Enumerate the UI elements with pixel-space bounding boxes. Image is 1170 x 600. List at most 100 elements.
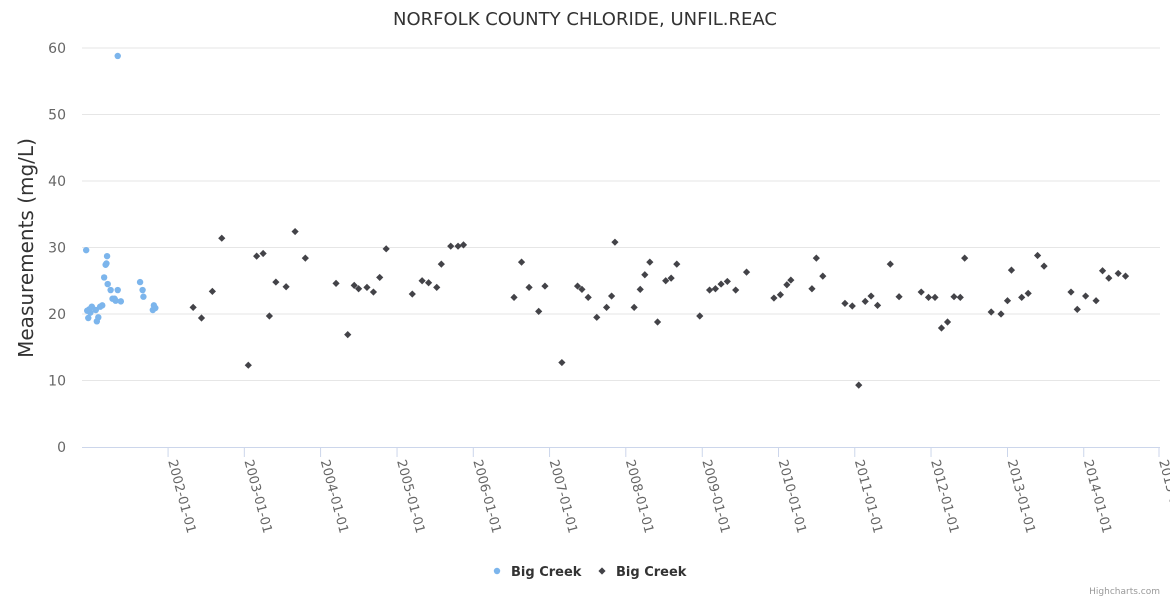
data-point[interactable] (437, 260, 445, 268)
data-point[interactable] (408, 290, 416, 298)
data-point[interactable] (711, 285, 720, 293)
data-point[interactable] (1098, 267, 1107, 275)
data-point[interactable] (1121, 272, 1130, 280)
data-point[interactable] (673, 260, 681, 268)
data-point[interactable] (1082, 292, 1090, 300)
data-point[interactable] (244, 361, 252, 369)
data-point[interactable] (454, 242, 462, 250)
data-point[interactable] (732, 286, 740, 294)
data-point[interactable] (855, 381, 863, 389)
data-point[interactable] (917, 288, 925, 296)
data-point[interactable] (382, 245, 390, 253)
data-point[interactable] (82, 246, 90, 254)
data-point[interactable] (301, 254, 309, 262)
data-point[interactable] (1033, 251, 1042, 260)
data-point[interactable] (272, 278, 280, 286)
data-point[interactable] (987, 308, 995, 316)
data-point[interactable] (100, 274, 108, 281)
data-point[interactable] (667, 274, 675, 282)
data-point[interactable] (447, 242, 455, 250)
data-point[interactable] (535, 307, 543, 315)
data-point[interactable] (848, 302, 856, 310)
data-point[interactable] (350, 281, 358, 290)
data-point[interactable] (208, 287, 216, 295)
data-point[interactable] (931, 293, 939, 301)
data-point[interactable] (584, 293, 592, 301)
data-point[interactable] (783, 281, 791, 289)
data-point[interactable] (140, 293, 147, 300)
data-point[interactable] (653, 318, 662, 326)
data-point[interactable] (117, 298, 125, 305)
data-point[interactable] (705, 286, 714, 294)
data-point[interactable] (607, 292, 616, 300)
data-point[interactable] (369, 288, 378, 296)
data-point[interactable] (282, 283, 290, 291)
data-point[interactable] (1003, 297, 1012, 305)
data-point[interactable] (867, 292, 875, 300)
data-point[interactable] (1067, 288, 1075, 296)
data-point[interactable] (937, 324, 946, 332)
data-point[interactable] (961, 254, 969, 262)
data-point[interactable] (510, 293, 518, 301)
data-point[interactable] (541, 282, 549, 290)
data-point[interactable] (291, 227, 299, 236)
data-point[interactable] (886, 260, 894, 268)
data-point[interactable] (723, 277, 731, 286)
data-point[interactable] (139, 286, 146, 294)
data-point[interactable] (95, 314, 102, 321)
data-point[interactable] (1024, 289, 1032, 297)
data-point[interactable] (103, 252, 111, 260)
data-point[interactable] (950, 293, 958, 301)
data-point[interactable] (376, 273, 384, 282)
data-point[interactable] (1092, 297, 1100, 305)
data-point[interactable] (641, 271, 649, 279)
data-point[interactable] (943, 318, 952, 326)
data-point[interactable] (363, 283, 371, 291)
data-point[interactable] (1018, 293, 1026, 301)
data-point[interactable] (112, 297, 119, 304)
data-point[interactable] (85, 314, 92, 322)
data-point[interactable] (136, 278, 144, 286)
data-point[interactable] (895, 293, 903, 301)
data-point[interactable] (787, 276, 795, 284)
data-point[interactable] (662, 277, 670, 285)
data-point[interactable] (265, 312, 273, 320)
data-point[interactable] (1073, 305, 1081, 313)
data-point[interactable] (189, 303, 197, 311)
data-point[interactable] (103, 260, 110, 267)
data-point[interactable] (418, 277, 426, 285)
data-point[interactable] (742, 268, 751, 276)
data-point[interactable] (152, 304, 159, 312)
data-point[interactable] (819, 272, 827, 280)
credits-link[interactable]: Highcharts.com (1089, 587, 1160, 597)
data-point[interactable] (558, 358, 566, 367)
legend-item-1[interactable]: Big Creek (493, 565, 582, 580)
data-point[interactable] (1105, 274, 1113, 282)
data-point[interactable] (873, 301, 882, 309)
legend[interactable]: Big Creek Big Creek (493, 565, 687, 580)
data-point[interactable] (593, 313, 601, 321)
data-point[interactable] (646, 258, 654, 266)
data-point[interactable] (259, 249, 267, 258)
data-point[interactable] (578, 285, 586, 293)
data-point[interactable] (424, 279, 433, 287)
data-point[interactable] (114, 52, 121, 60)
data-point[interactable] (99, 302, 106, 309)
data-point[interactable] (696, 312, 704, 320)
data-point[interactable] (253, 252, 261, 260)
data-point[interactable] (776, 291, 785, 299)
data-point[interactable] (630, 303, 638, 311)
data-point[interactable] (517, 258, 526, 266)
data-point[interactable] (997, 310, 1005, 318)
data-point[interactable] (812, 254, 820, 262)
data-point[interactable] (717, 280, 725, 288)
data-point[interactable] (861, 297, 869, 305)
data-point[interactable] (602, 303, 611, 311)
data-point[interactable] (611, 238, 619, 246)
data-point[interactable] (218, 234, 226, 242)
data-point[interactable] (459, 241, 468, 249)
data-point[interactable] (1040, 262, 1048, 270)
data-point[interactable] (332, 279, 340, 288)
data-point[interactable] (808, 285, 816, 293)
data-point[interactable] (433, 283, 441, 291)
